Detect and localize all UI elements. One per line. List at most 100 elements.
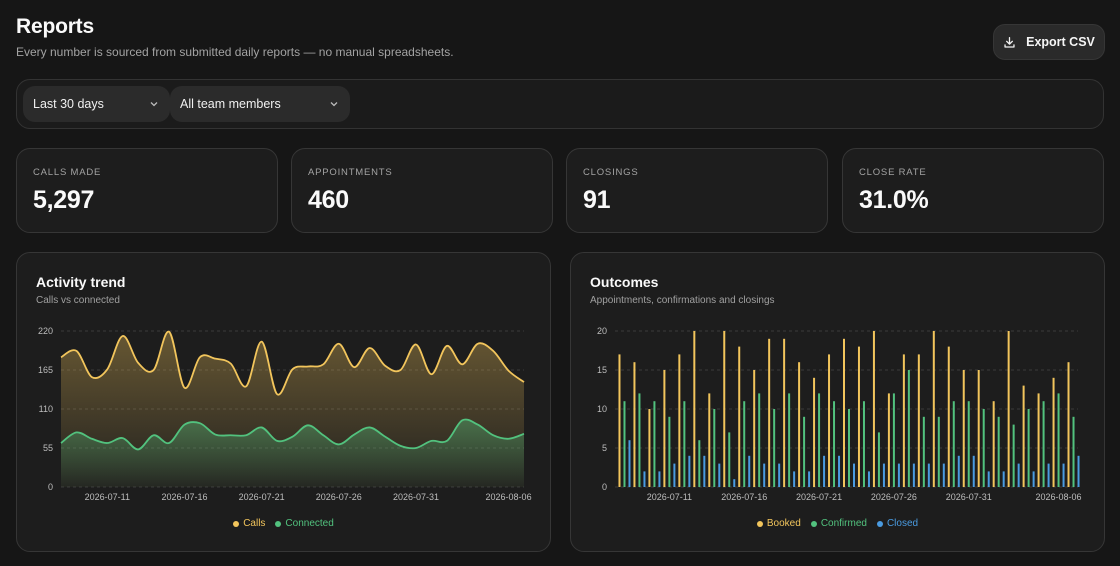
booked-bar bbox=[813, 377, 816, 487]
confirmed-bar bbox=[803, 416, 806, 487]
connected-area bbox=[61, 419, 524, 487]
closed-bar bbox=[1002, 471, 1005, 487]
closed-bar bbox=[853, 463, 855, 487]
confirmed-bar bbox=[713, 409, 716, 487]
y-tick-label: 0 bbox=[602, 482, 607, 492]
stat-value: 460 bbox=[308, 186, 349, 214]
legend-item-confirmed[interactable]: Confirmed bbox=[810, 518, 867, 529]
booked-bar bbox=[648, 409, 651, 487]
closed-bar bbox=[957, 455, 960, 487]
calls-line bbox=[60, 330, 525, 396]
closed-bar bbox=[748, 455, 751, 487]
closed-bar bbox=[718, 463, 721, 487]
panel-title: Outcomes bbox=[590, 274, 659, 290]
confirmed-bar bbox=[892, 393, 895, 487]
booked-bar bbox=[678, 354, 681, 487]
confirmed-bar bbox=[877, 432, 880, 487]
confirmed-bar bbox=[1057, 393, 1060, 487]
x-tick-label: 2026-07-16 bbox=[721, 492, 767, 502]
period-select[interactable]: Last 30 days bbox=[23, 86, 170, 122]
download-icon bbox=[1004, 36, 1015, 48]
activity-legend: Calls Connected bbox=[17, 518, 550, 529]
booked-bar bbox=[917, 354, 920, 487]
legend-item-calls[interactable]: Calls bbox=[233, 518, 265, 529]
confirmed-bar bbox=[967, 401, 970, 487]
confirmed-bar bbox=[773, 409, 776, 487]
booked-bar bbox=[1007, 331, 1010, 487]
y-tick-label: 0 bbox=[48, 482, 53, 492]
x-tick-label: 2026-07-31 bbox=[946, 492, 992, 502]
stat-value: 31.0% bbox=[859, 186, 929, 214]
legend-item-closed[interactable]: Closed bbox=[876, 518, 918, 529]
confirmed-bar bbox=[1012, 424, 1015, 487]
stat-label: APPOINTMENTS bbox=[308, 167, 393, 178]
booked-bar bbox=[633, 362, 636, 487]
closed-bar bbox=[1017, 463, 1020, 487]
confirmed-bar bbox=[668, 416, 671, 487]
closed-bar bbox=[778, 463, 781, 487]
stat-label: CALLS MADE bbox=[33, 167, 102, 178]
legend-item-connected[interactable]: Connected bbox=[275, 518, 334, 529]
stat-card-closings: CLOSINGS 91 bbox=[566, 148, 828, 233]
legend-dot-icon bbox=[233, 520, 240, 527]
legend-label: Connected bbox=[285, 518, 334, 529]
stat-card-calls: CALLS MADE 5,297 bbox=[16, 148, 278, 233]
y-tick-label: 110 bbox=[39, 404, 53, 414]
closed-bar bbox=[972, 455, 975, 487]
outcomes-panel: 0 5 10 15 20 2026-07-11 2026-07-16 2026-07-21 20… bbox=[570, 252, 1105, 552]
members-select[interactable]: All team members bbox=[170, 86, 350, 122]
y-tick-label: 20 bbox=[597, 326, 607, 336]
closed-bar bbox=[897, 463, 900, 487]
export-csv-button[interactable]: Export CSV bbox=[993, 24, 1105, 60]
y-tick-label: 15 bbox=[597, 365, 607, 375]
legend-item-booked[interactable]: Booked bbox=[756, 518, 801, 529]
closed-bar bbox=[658, 471, 661, 487]
legend-dot-icon bbox=[810, 520, 817, 527]
confirmed-bar bbox=[1027, 409, 1030, 487]
booked-bar bbox=[768, 338, 771, 487]
confirmed-bar bbox=[728, 432, 731, 487]
confirmed-bar bbox=[653, 401, 656, 487]
legend-label: Booked bbox=[766, 518, 801, 529]
confirmed-bar bbox=[638, 393, 641, 487]
confirmed-bar bbox=[848, 409, 850, 487]
booked-bar bbox=[932, 331, 935, 487]
closed-bar bbox=[733, 479, 736, 487]
confirmed-bar bbox=[818, 393, 821, 487]
x-tick-label: 2026-08-06 bbox=[486, 492, 532, 502]
activity-trend-chart: 0 55 110 165 220 2026-07-11 2026-07-16 2026-07-… bbox=[38, 326, 532, 502]
closed-bar bbox=[838, 455, 841, 487]
x-tick-label: 2026-08-06 bbox=[1036, 492, 1082, 502]
closed-bar bbox=[673, 463, 676, 487]
members-select-value: All team members bbox=[180, 97, 281, 111]
booked-bar bbox=[618, 354, 621, 487]
page-subtitle: Every number is sourced from submitted d… bbox=[16, 45, 454, 59]
stat-value: 91 bbox=[583, 186, 611, 214]
booked-bar bbox=[828, 354, 831, 487]
booked-bar bbox=[843, 338, 845, 487]
closed-bar bbox=[927, 463, 930, 487]
legend-label: Calls bbox=[243, 518, 266, 529]
outcomes-chart: 0 5 10 15 20 2026-07-11 2026-07-16 2026-07-21 20… bbox=[597, 326, 1082, 502]
closed-bar bbox=[1077, 455, 1080, 487]
confirmed-bar bbox=[698, 440, 701, 487]
booked-bar bbox=[872, 331, 875, 487]
confirmed-bar bbox=[997, 416, 1000, 487]
confirmed-bar bbox=[623, 401, 626, 487]
period-select-value: Last 30 days bbox=[33, 97, 104, 111]
stat-value: 5,297 bbox=[33, 186, 95, 214]
confirmed-bar bbox=[937, 416, 940, 487]
confirmed-bar bbox=[982, 409, 985, 487]
booked-bar bbox=[708, 393, 711, 487]
booked-bar bbox=[1022, 385, 1025, 487]
confirmed-bar bbox=[683, 401, 686, 487]
closed-bar bbox=[1032, 471, 1035, 487]
closed-bar bbox=[703, 455, 706, 487]
activity-trend-panel: 0 55 110 165 220 2026-07-11 2026-07-16 2026-07-… bbox=[16, 252, 551, 552]
panel-subtitle: Calls vs connected bbox=[36, 295, 120, 306]
panel-title: Activity trend bbox=[36, 274, 126, 290]
connected-line bbox=[60, 418, 525, 451]
legend-dot-icon bbox=[275, 520, 282, 527]
closed-bar bbox=[643, 471, 646, 487]
y-tick-label: 220 bbox=[38, 326, 53, 336]
